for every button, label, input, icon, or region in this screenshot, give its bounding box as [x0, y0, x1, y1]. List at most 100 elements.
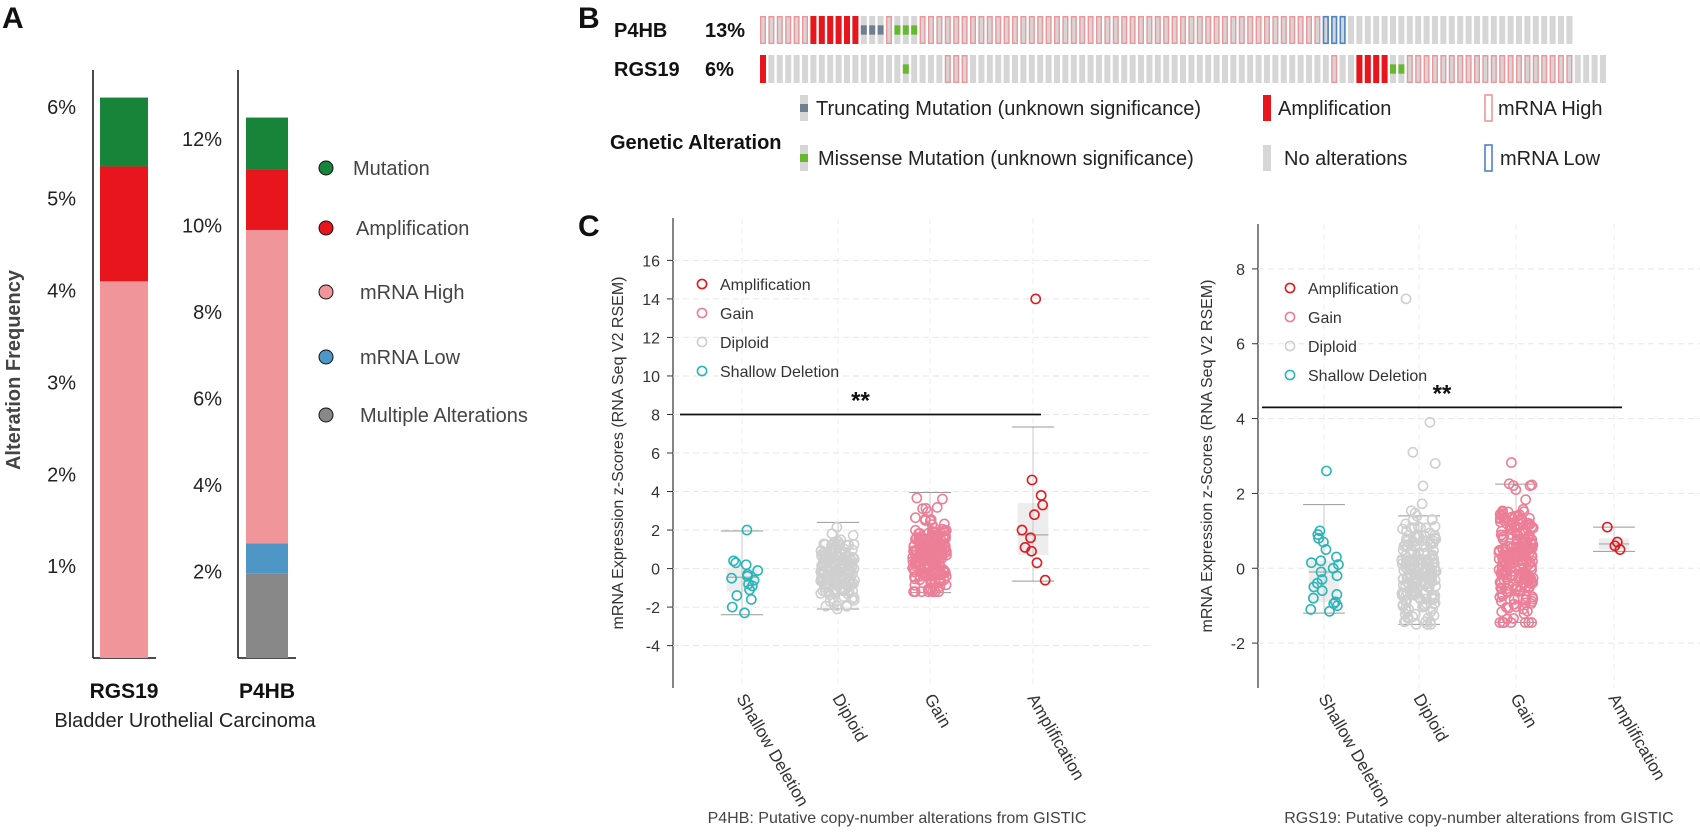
mrna-high-cell: [1473, 55, 1480, 84]
sample-cell: [1474, 55, 1480, 83]
data-point: [1407, 446, 1419, 458]
mrna-high-cell: [1465, 55, 1472, 84]
data-point: [1026, 545, 1037, 557]
data-point: [937, 531, 949, 543]
data-point: [752, 565, 764, 576]
panel-letter-a: A: [2, 2, 24, 35]
data-point: [1523, 617, 1535, 628]
data-point: [833, 551, 845, 562]
mrna-high-cell: [1314, 16, 1321, 45]
sample-cell: [919, 55, 926, 83]
data-point: [815, 588, 827, 599]
data-point: [821, 563, 833, 574]
sample-cell: [1037, 55, 1044, 83]
mrna-high-cell: [1062, 16, 1069, 45]
data-point: [924, 515, 936, 527]
mrna-high-cell: [953, 16, 960, 45]
sample-cell: [776, 55, 783, 83]
mrna-high-cell: [986, 16, 993, 45]
data-point: [1331, 570, 1343, 582]
data-point: [1614, 544, 1626, 555]
mrna-high-cell: [1415, 55, 1422, 84]
sample-cell: [1028, 55, 1035, 83]
sample-cell: [928, 16, 934, 44]
mrna-high-cell: [1196, 16, 1203, 45]
sample-cell: [1171, 16, 1178, 44]
x-axis-title: Bladder Urothelial Carcinoma: [54, 710, 316, 732]
panel-b: P4HB 13% RGS19 6% Genetic Alteration Truncati…: [610, 15, 1606, 172]
data-point: [939, 518, 950, 530]
data-point: [1400, 518, 1412, 530]
sample-cell: [785, 16, 792, 44]
sample-cell: [802, 16, 808, 44]
sample-cell: [936, 16, 943, 44]
sample-cell: [1096, 16, 1102, 44]
significance-label: **: [1433, 380, 1452, 407]
y-tick-label: 6%: [47, 97, 76, 119]
data-point: [933, 586, 944, 598]
mrna-high-cell: [978, 16, 985, 45]
sample-cell: [1373, 16, 1380, 44]
panel-c1: -4 -2 0 2 4 6 8 10 12 14 16 ** Amplification Gain Dipl…: [610, 218, 1150, 827]
legend-marker: [318, 160, 334, 176]
mrna-high-cell: [1255, 16, 1262, 45]
amplification-cell: [844, 16, 850, 44]
data-point: [1396, 587, 1408, 599]
data-point: [846, 544, 858, 556]
sample-cell: [894, 55, 901, 83]
mrna-high-cell: [1490, 55, 1497, 84]
sample-cell: [1012, 16, 1018, 44]
data-point: [835, 534, 847, 546]
data-point: [1029, 509, 1040, 521]
data-point: [1426, 514, 1438, 525]
sample-cell: [1423, 55, 1430, 83]
data-point: [828, 597, 840, 609]
sample-cell: [1171, 55, 1178, 83]
sample-cell: [1289, 55, 1296, 83]
data-point: [1510, 548, 1522, 560]
y-tick-label: 6: [651, 446, 660, 463]
sample-cell: [1087, 55, 1094, 83]
missense-cell: [911, 25, 918, 35]
legend-marker: [696, 307, 708, 319]
data-point: [1311, 577, 1323, 589]
mrna-high-cell: [1003, 16, 1010, 45]
oncoprint-row-P4HB: P4HB 13%: [614, 15, 1573, 45]
sample-cell: [886, 55, 892, 83]
data-point: [938, 526, 950, 537]
mrna-high-cell: [1448, 55, 1455, 84]
data-point: [934, 581, 946, 593]
amplification-cell: [1373, 55, 1380, 83]
legend-label: mRNA High: [360, 282, 464, 304]
mrna-high-cell: [1515, 55, 1522, 84]
legend-item: Amplification: [1284, 281, 1399, 298]
sample-cell: [1432, 16, 1438, 44]
sample-cell: [1180, 16, 1186, 44]
points-gain: [907, 492, 952, 598]
y-tick-label: 8: [651, 407, 660, 424]
data-point: [1030, 293, 1042, 305]
sample-cell: [1138, 16, 1144, 44]
amplification-cell: [1364, 55, 1371, 83]
data-point: [1510, 484, 1522, 496]
data-point: [1035, 489, 1047, 501]
data-point: [1412, 521, 1424, 533]
data-point: [908, 586, 920, 598]
oncoprint-row-RGS19: RGS19 6%: [614, 55, 1606, 84]
data-point: [726, 601, 738, 613]
sample-cell: [1348, 16, 1354, 44]
y-tick-label: 3%: [47, 372, 76, 394]
mrna-high-cell: [970, 16, 977, 45]
sample-cell: [1112, 16, 1119, 44]
panel-a: 1% 2% 3% 4% 5% 6% RGS19 2% 4% 6% 8% 10% 12% P4HB Bladd…: [3, 70, 528, 732]
sample-cell: [1087, 16, 1094, 44]
sample-cell: [1574, 55, 1581, 83]
sample-cell: [1499, 16, 1506, 44]
data-point: [1527, 577, 1539, 589]
y-tick-label: 4: [1236, 412, 1245, 429]
bar-segment-amplification: [246, 169, 288, 230]
y-tick-label: 2%: [193, 562, 222, 584]
data-point: [932, 548, 944, 560]
sample-cell: [1205, 16, 1212, 44]
data-point: [1411, 510, 1423, 522]
